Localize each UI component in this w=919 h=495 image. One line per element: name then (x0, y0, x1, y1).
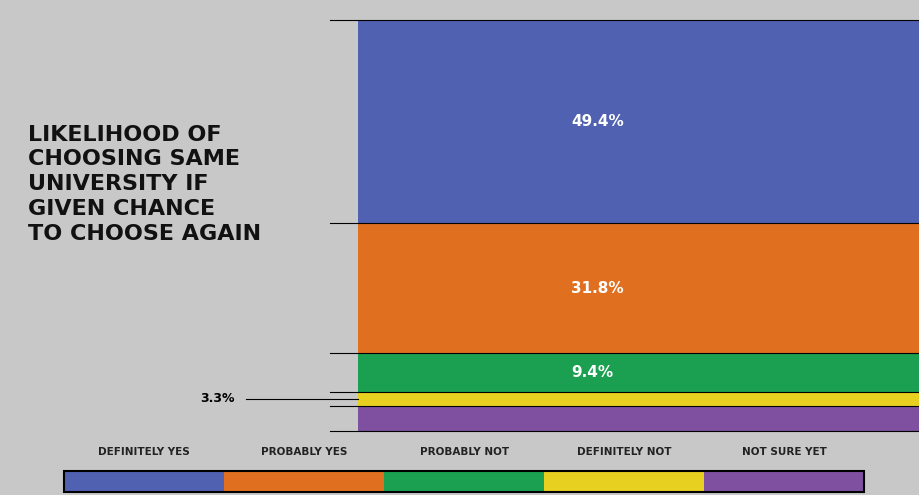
Text: DEFINITELY NOT: DEFINITELY NOT (577, 447, 672, 457)
Text: 31.8%: 31.8% (572, 281, 624, 296)
Bar (224, 471, 384, 492)
Bar (704, 471, 865, 492)
Text: NOT SURE YET: NOT SURE YET (742, 447, 827, 457)
Text: 49.4%: 49.4% (572, 114, 624, 129)
Bar (358, 20, 919, 223)
Bar (544, 471, 704, 492)
Text: PROBABLY NOT: PROBABLY NOT (420, 447, 508, 457)
Text: 9.4%: 9.4% (572, 365, 614, 380)
Text: LIKELIHOOD OF
CHOOSING SAME
UNIVERSITY IF
GIVEN CHANCE
TO CHOOSE AGAIN: LIKELIHOOD OF CHOOSING SAME UNIVERSITY I… (28, 125, 261, 244)
Text: DEFINITELY YES: DEFINITELY YES (98, 447, 189, 457)
Text: 3.3%: 3.3% (200, 393, 235, 405)
Bar (358, 405, 919, 431)
Bar (384, 471, 544, 492)
Bar (63, 471, 224, 492)
Bar (63, 471, 865, 492)
Bar (358, 392, 919, 405)
Bar (358, 223, 919, 353)
Bar (358, 353, 919, 392)
Text: PROBABLY YES: PROBABLY YES (261, 447, 347, 457)
